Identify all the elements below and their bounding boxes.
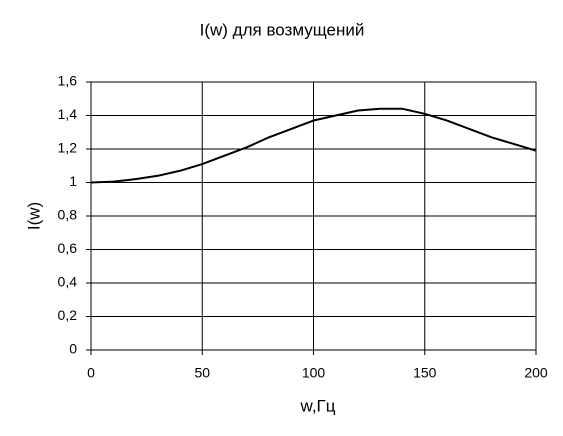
y-tick-label: 1,4 bbox=[58, 106, 78, 122]
y-tick-label: 1,6 bbox=[58, 73, 78, 89]
y-tick-label: 0,4 bbox=[58, 274, 78, 290]
chart-title: I(w) для возмущений bbox=[200, 20, 365, 39]
x-tick-label: 100 bbox=[302, 365, 326, 381]
data-line bbox=[90, 107, 537, 184]
y-axis-title: I(w) bbox=[24, 202, 43, 230]
y-tick-label: 0,8 bbox=[58, 207, 78, 223]
x-tick-label: 200 bbox=[524, 365, 548, 381]
y-tick-label: 0,2 bbox=[58, 307, 78, 323]
x-axis-title: w,Гц bbox=[299, 396, 335, 415]
x-tick-label: 0 bbox=[87, 365, 95, 381]
y-tick-label: 0 bbox=[69, 341, 77, 357]
x-tick-label: 150 bbox=[413, 365, 437, 381]
y-tick-label: 1,2 bbox=[58, 140, 78, 156]
y-tick-label: 0,6 bbox=[58, 240, 78, 256]
y-tick-label: 1 bbox=[69, 173, 77, 189]
x-tick-label: 50 bbox=[194, 365, 210, 381]
